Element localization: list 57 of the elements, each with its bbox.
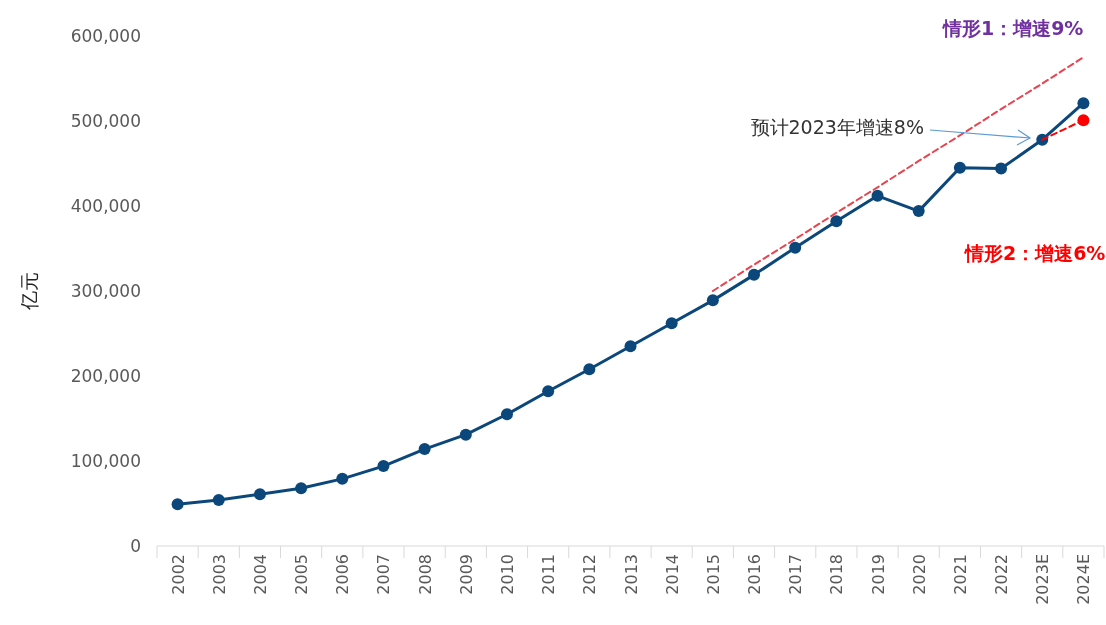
series-label: 情形1：增速9% [941, 17, 1084, 40]
y-tick-label: 200,000 [70, 366, 141, 386]
x-tick-label: 2020 [909, 554, 929, 595]
x-tick-label: 2015 [703, 554, 723, 595]
x-tick-label: 2014 [662, 554, 682, 595]
y-tick-label: 600,000 [70, 26, 141, 46]
point [171, 498, 184, 511]
point [336, 472, 349, 485]
x-tick-label: 2007 [374, 554, 394, 595]
point [953, 161, 966, 174]
x-tick-label: 2012 [580, 554, 600, 595]
y-tick-label: 100,000 [70, 451, 141, 471]
point [583, 363, 596, 376]
point [789, 241, 802, 254]
x-tick-label: 2006 [333, 554, 353, 595]
y-tick-label: 0 [130, 536, 141, 556]
x-tick-label: 2005 [292, 554, 312, 595]
x-tick-label: 2016 [745, 554, 765, 595]
x-tick-label: 2009 [456, 554, 476, 595]
x-tick-label: 2010 [497, 554, 517, 595]
point [624, 340, 637, 353]
text: 情形2：增速6% [963, 242, 1106, 265]
x-tick-label: 2019 [868, 554, 888, 595]
x-tick-label: 2023E [1033, 554, 1053, 605]
point [212, 494, 225, 507]
point [706, 294, 719, 307]
y-axis-title: 亿元 [18, 272, 40, 311]
annotation: 预计2023年增速8% [750, 116, 924, 138]
point [1077, 114, 1090, 127]
x-tick-label: 2011 [539, 554, 559, 595]
x-tick-label: 2021 [950, 554, 970, 595]
y-tick-label: 500,000 [70, 111, 141, 131]
x-tick-label: 2024E [1074, 554, 1094, 605]
x-tick-label: 2004 [250, 554, 270, 595]
x-tick-label: 2013 [621, 554, 641, 595]
x-tick-label: 2003 [209, 554, 229, 595]
y-tick-label: 400,000 [70, 196, 141, 216]
point [871, 189, 884, 202]
x-tick-label: 2002 [168, 554, 188, 595]
x-tick-label: 2017 [786, 554, 806, 595]
point [748, 268, 761, 281]
x-tick-label: 2022 [992, 554, 1012, 595]
point [295, 482, 308, 495]
point [1077, 97, 1090, 110]
point [542, 385, 555, 398]
point [500, 408, 513, 421]
y-tick-label: 300,000 [70, 281, 141, 301]
x-tick-label: 2018 [827, 554, 847, 595]
x-tick-label: 2008 [415, 554, 435, 595]
point [377, 460, 390, 473]
point [418, 443, 431, 456]
point [995, 162, 1008, 175]
point [830, 215, 843, 228]
point [459, 428, 472, 441]
point [912, 205, 925, 218]
point [665, 317, 678, 330]
point [253, 488, 266, 501]
